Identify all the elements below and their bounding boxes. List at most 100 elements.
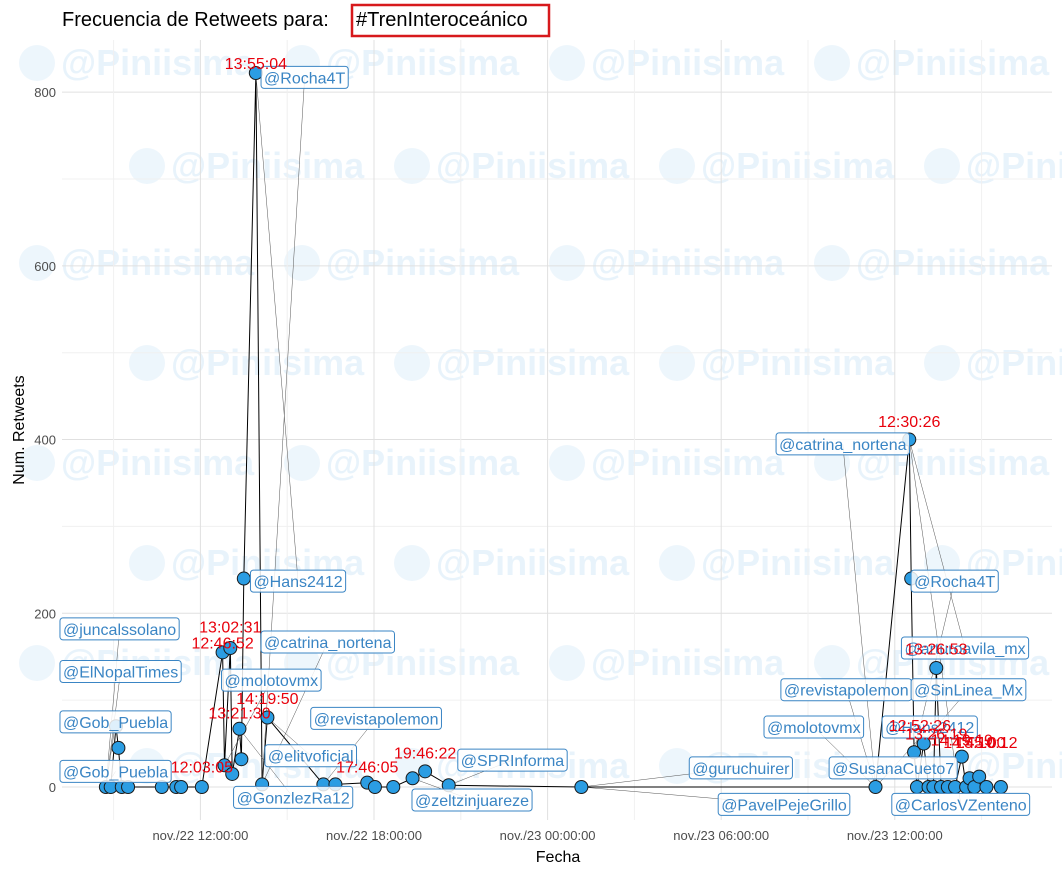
user-label: @ElNopalTimes [59,659,182,683]
x-axis-ticks: nov./22 12:00:00 nov./22 18:00:00 nov./23 … [152,828,942,843]
watermark-text: @Piniisima [591,42,785,83]
watermark-bird-icon [284,245,320,281]
watermark-text: @Piniisima [856,242,1050,283]
user-label-text: @revistapolemon [784,683,909,700]
watermark-bird-icon [814,645,850,681]
user-label-text: @Hans2412 [253,574,342,591]
x-tick-label: nov./23 00:00:00 [500,828,596,843]
user-label-box [221,668,322,692]
watermark-bird-icon [394,148,430,184]
user-label-text: @catrina_nortena [264,635,392,652]
watermark-text: @Piniisima [966,342,1062,383]
time-label: 13:21:30 [208,706,270,723]
watermark-text: @Piniisima [436,542,630,583]
watermark-text: @Piniisima [436,342,630,383]
user-label-box [59,659,182,683]
user-label-text: @Rocha4T [264,70,345,87]
data-point [225,766,240,781]
data-point [194,779,209,794]
user-label: @SinLinea_Mx [910,678,1027,702]
user-label: @Gob_Puebla [59,759,172,783]
time-label: 19:46:22 [394,746,456,763]
watermark-bird-icon [549,445,585,481]
user-label-leader [909,439,966,649]
data-point [418,764,433,779]
data-point [868,779,883,794]
data-point [174,779,189,794]
user-label: @Rocha4T [910,569,999,593]
user-label-box [59,759,172,783]
chart-title-hashtag: #TrenInteroceánico [356,9,528,31]
watermark-bird-icon [549,245,585,281]
watermark-bird-icon [924,345,960,381]
watermark-bird-icon [814,45,850,81]
watermark-text: @Piniisima [61,242,255,283]
watermark-text: @Piniisima [61,42,255,83]
user-label-text: @SusanaCueto7 [832,761,954,778]
user-label-leader [261,77,305,785]
data-point [236,571,251,586]
user-label-text: @juncalssolano [63,622,176,639]
y-axis-ticks: 0 200 400 600 800 [34,85,56,795]
user-label: @arturoavila_mx [900,636,1030,660]
data-point [909,779,924,794]
watermark-text: @Piniisima [591,642,785,683]
user-label-text: @molotovmx [767,720,861,737]
user-label: @GonzlezRa12 [233,785,354,809]
user-label-box [688,756,793,780]
x-tick-label: nov./23 06:00:00 [673,828,769,843]
data-point [574,779,589,794]
user-label-box [828,756,958,780]
watermark-bird-icon [19,245,55,281]
watermark-text: @Piniisima [701,542,895,583]
time-label: 13:55:04 [225,56,287,73]
data-point [972,769,987,784]
user-label-text: @Gob_Puebla [63,715,168,732]
time-label: 14:19:19 [931,733,993,750]
user-label-leader [909,439,961,805]
user-label: @catrina_nortena [260,630,395,654]
user-label: @guruchuirer [688,756,793,780]
watermark-bird-icon [814,245,850,281]
data-point [111,740,126,755]
time-label: 12:46:52 [191,635,253,652]
time-label: 14:19:50 [236,691,298,708]
data-point [367,779,382,794]
watermark-bird-icon [659,345,695,381]
watermark-bird-icon [549,645,585,681]
data-point [234,752,249,767]
chart-title-prefix: Frecuencia de Retweets para: [62,9,329,31]
user-label: @Hans2412 [249,569,347,593]
user-label-box [910,569,999,593]
user-label-box [910,678,1027,702]
user-label: @Gob_Puebla [59,710,172,734]
watermark-bird-icon [659,748,695,784]
watermark-bird-icon [129,148,165,184]
watermark-bird-icon [394,345,430,381]
user-label-text: @guruchuirer [692,761,790,778]
watermark-text: @Piniisima [171,342,365,383]
user-label: @juncalssolano [59,617,180,641]
watermark-bird-icon [19,645,55,681]
watermark-bird-icon [19,445,55,481]
user-label-text: @PavelPejeGrillo [721,797,847,814]
data-points [98,66,1008,794]
time-label: 17:46:05 [336,760,398,777]
time-label: 15:10:12 [955,735,1017,752]
x-tick-label: nov./22 12:00:00 [152,828,248,843]
user-label-text: @catrina_nortena [779,437,907,454]
user-label-text: @revistapolemon [314,711,439,728]
x-tick-label: nov./23 12:00:00 [847,828,943,843]
user-label-box [881,715,978,739]
watermark-text: @Piniisima [326,442,520,483]
user-label-box [264,744,358,768]
time-label: 12:30:26 [878,414,940,431]
time-label: 12:03:05 [171,760,233,777]
y-axis-title: Num. Retweets [11,375,28,484]
user-label: @SusanaCueto7 [828,756,958,780]
x-tick-label: nov./22 18:00:00 [326,828,422,843]
watermark-text: @Piniisima [591,442,785,483]
time-label: 13:02:31 [199,620,261,637]
watermark-text: @Piniisima [966,145,1062,186]
